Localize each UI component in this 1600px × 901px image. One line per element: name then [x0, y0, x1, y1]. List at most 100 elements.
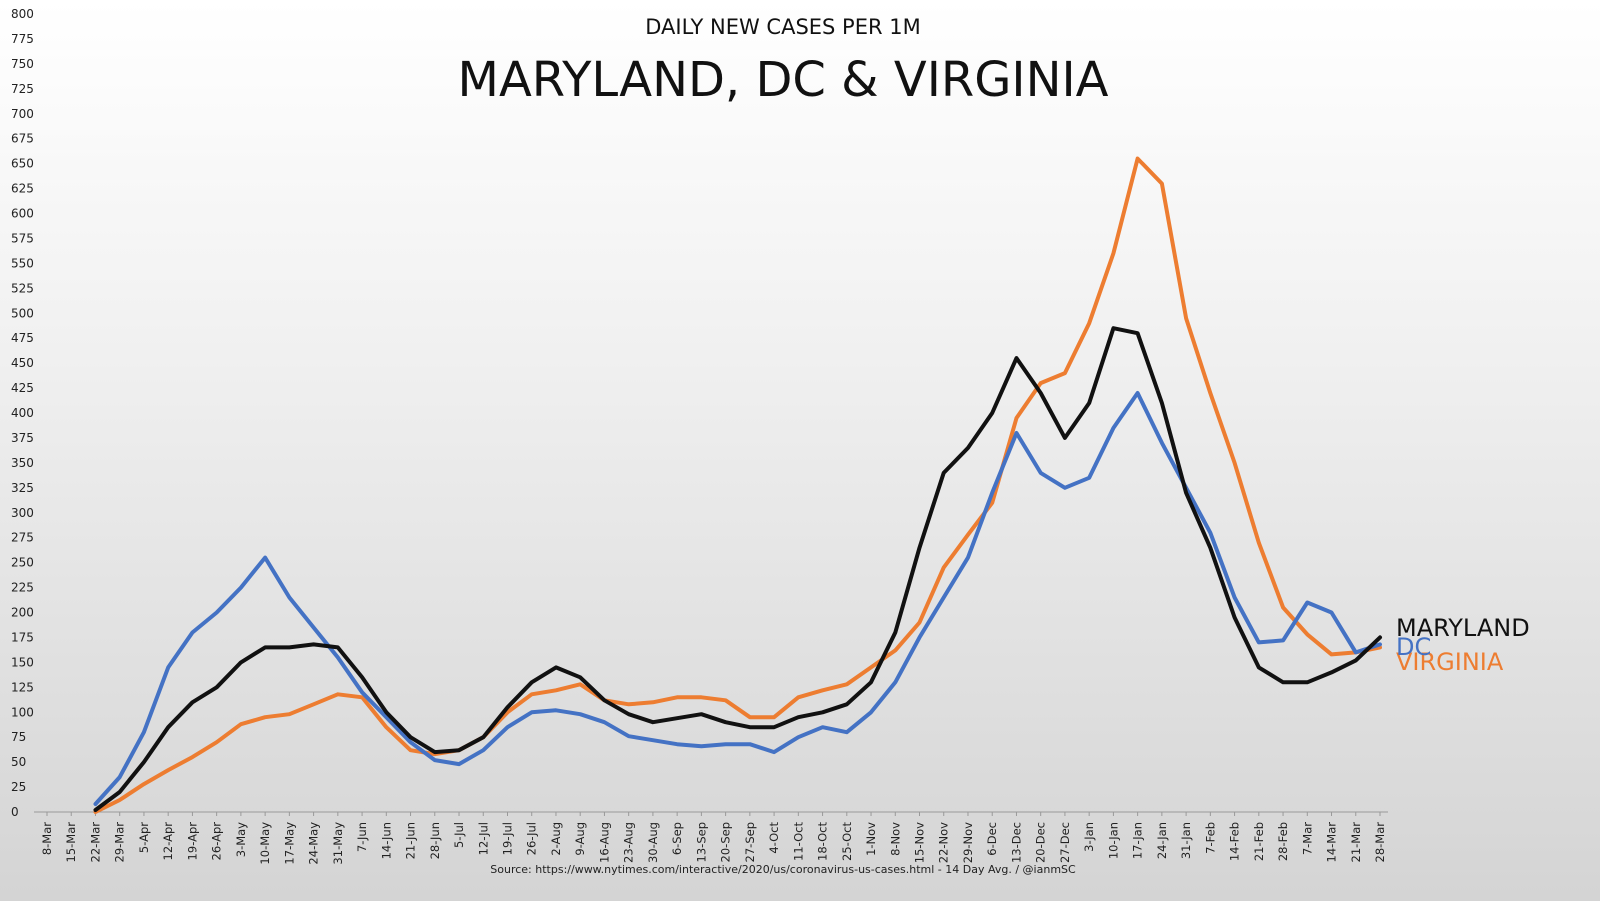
x-tick-label: 21-Jun — [404, 822, 418, 859]
y-tick-label: 225 — [11, 581, 34, 595]
x-tick-label: 28-Mar — [1373, 822, 1387, 863]
x-tick-label: 10-Jan — [1106, 822, 1120, 859]
y-tick-label: 500 — [11, 306, 34, 320]
x-tick-label: 29-Nov — [961, 822, 975, 863]
y-tick-label: 625 — [11, 182, 34, 196]
x-tick-label: 9-Aug — [573, 822, 587, 856]
x-tick-label: 3-Jan — [1082, 822, 1096, 852]
x-tick-label: 7-Feb — [1203, 822, 1217, 854]
y-tick-label: 175 — [11, 630, 34, 644]
source-note: Source: https://www.nytimes.com/interact… — [490, 863, 1076, 876]
x-tick-label: 27-Sep — [743, 822, 757, 862]
y-tick-label: 400 — [11, 406, 34, 420]
y-tick-label: 300 — [11, 506, 34, 520]
x-tick-label: 21-Feb — [1252, 822, 1266, 861]
x-tick-label: 1-Nov — [864, 822, 878, 856]
x-tick-label: 23-Aug — [622, 822, 636, 863]
x-tick-label: 27-Dec — [1058, 822, 1072, 863]
y-tick-label: 550 — [11, 256, 34, 270]
x-tick-label: 8-Mar — [40, 822, 54, 855]
x-tick-label: 6-Dec — [985, 822, 999, 856]
x-tick-label: 18-Oct — [816, 822, 830, 861]
y-tick-label: 650 — [11, 157, 34, 171]
x-tick-label: 8-Nov — [888, 822, 902, 856]
y-tick-label: 150 — [11, 655, 34, 669]
x-tick-label: 14-Feb — [1228, 822, 1242, 861]
x-tick-label: 13-Sep — [694, 822, 708, 862]
x-tick-label: 26-Jul — [525, 822, 539, 855]
y-tick-label: 100 — [11, 705, 34, 719]
x-tick-label: 19-Apr — [185, 822, 199, 861]
x-tick-label: 24-May — [307, 822, 321, 865]
series-line-maryland — [93, 326, 1382, 812]
x-tick-label: 2-Aug — [549, 822, 563, 856]
y-tick-label: 600 — [11, 207, 34, 221]
y-tick-label: 800 — [11, 7, 34, 21]
y-tick-label: 275 — [11, 531, 34, 545]
x-tick-label: 24-Jan — [1155, 822, 1169, 859]
x-tick-label: 22-Nov — [937, 822, 951, 863]
y-tick-label: 700 — [11, 107, 34, 121]
y-tick-label: 250 — [11, 556, 34, 570]
x-tick-label: 29-Mar — [113, 822, 127, 863]
y-tick-label: 375 — [11, 431, 34, 445]
x-tick-label: 17-Jan — [1131, 822, 1145, 859]
x-tick-label: 20-Dec — [1034, 822, 1048, 863]
series-label-maryland: MARYLAND — [1396, 614, 1530, 642]
y-tick-label: 525 — [11, 281, 34, 295]
x-tick-label: 4-Oct — [767, 822, 781, 854]
series-line-dc — [93, 391, 1382, 806]
x-tick-label: 7-Jun — [355, 822, 369, 852]
x-tick-label: 26-Apr — [210, 822, 224, 861]
y-tick-label: 450 — [11, 356, 34, 370]
x-tick-label: 19-Jul — [500, 822, 514, 855]
x-tick-label: 14-Mar — [1325, 822, 1339, 863]
y-tick-label: 475 — [11, 331, 34, 345]
y-tick-label: 750 — [11, 57, 34, 71]
series-label-dc: DC — [1396, 633, 1431, 661]
y-axis: 0 25 50 75 100 125 150 175 200 225 250 275 300 325 350… — [11, 7, 34, 819]
series-line-virginia — [93, 156, 1382, 814]
x-tick-label: 22-Mar — [88, 822, 102, 863]
x-tick-label: 12-Apr — [161, 822, 175, 861]
y-tick-label: 125 — [11, 680, 34, 694]
y-tick-label: 675 — [11, 132, 34, 146]
x-tick-label: 7-Mar — [1300, 822, 1314, 855]
chart-title: MARYLAND, DC & VIRGINIA — [458, 52, 1109, 108]
x-tick-label: 28-Jun — [428, 822, 442, 859]
x-tick-label: 13-Dec — [1009, 822, 1023, 863]
y-tick-label: 575 — [11, 231, 34, 245]
y-tick-label: 0 — [11, 805, 19, 819]
y-tick-label: 325 — [11, 481, 34, 495]
x-tick-label: 15-Mar — [64, 822, 78, 863]
x-tick-label: 3-May — [234, 822, 248, 857]
x-tick-label: 5-Jul — [452, 822, 466, 848]
y-tick-label: 350 — [11, 456, 34, 470]
x-tick-label: 28-Feb — [1276, 822, 1290, 861]
x-tick-label: 31-May — [331, 822, 345, 865]
x-tick-label: 5-Apr — [137, 822, 151, 853]
series-lines — [93, 156, 1382, 814]
x-tick-label: 15-Nov — [913, 822, 927, 863]
x-tick-label: 17-May — [282, 822, 296, 865]
x-tick-label: 12-Jul — [476, 822, 490, 855]
x-tick-label: 10-May — [258, 822, 272, 865]
x-axis: 8-Mar 15-Mar 22-Mar 29-Mar 5-Apr 12-Apr 19-Apr… — [40, 812, 1387, 865]
x-tick-label: 16-Aug — [597, 822, 611, 863]
x-tick-label: 25-Oct — [840, 822, 854, 861]
x-tick-label: 11-Oct — [791, 822, 805, 861]
y-tick-label: 25 — [11, 780, 26, 794]
y-tick-label: 425 — [11, 381, 34, 395]
y-tick-label: 75 — [11, 730, 26, 744]
y-tick-label: 775 — [11, 32, 34, 46]
x-tick-label: 20-Sep — [719, 822, 733, 862]
x-tick-label: 21-Mar — [1349, 822, 1363, 863]
y-tick-label: 200 — [11, 606, 34, 620]
y-tick-label: 725 — [11, 82, 34, 96]
x-tick-label: 30-Aug — [646, 822, 660, 863]
chart-subtitle: DAILY NEW CASES PER 1M — [645, 15, 921, 39]
x-tick-label: 14-Jun — [379, 822, 393, 859]
x-tick-label: 31-Jan — [1179, 822, 1193, 859]
